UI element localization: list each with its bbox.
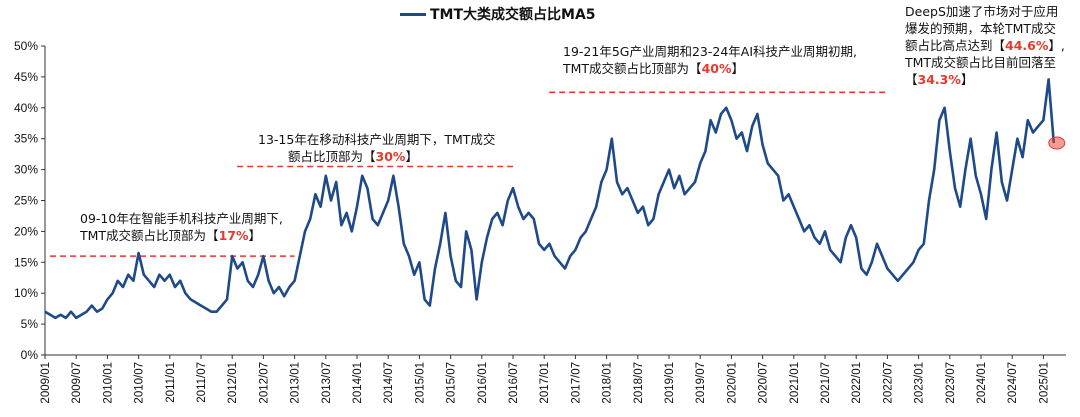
y-tick-label: 25% [14,194,38,208]
x-tick-label: 2017/07 [570,362,582,404]
annotation-value: 17% [218,228,249,243]
annotation-text: 】 [960,72,974,87]
annotation-line: 13-15年在移动科技产业周期下，TMT成交 [258,132,496,147]
x-tick-label: 2022/07 [882,362,894,404]
y-tick-label: 20% [14,224,38,238]
x-tick-label: 2013/07 [321,362,333,404]
annotation-2019: 19-21年5G产业周期和23-24年AI科技产业周期初期, TMT成交额占比顶… [563,43,857,77]
annotation-line: 19-21年5G产业周期和23-24年AI科技产业周期初期, [563,44,857,59]
annotation-value: 34.3% [917,72,961,87]
series-line [44,78,1056,320]
x-tick-label: 2015/01 [414,362,426,404]
x-tick-label: 2022/01 [851,362,863,404]
x-tick-label: 2023/07 [945,362,957,404]
annotation-line: 爆发的预期，本轮TMT成交 [905,21,1057,36]
x-tick-label: 2016/01 [477,362,489,404]
x-tick-label: 2012/01 [227,362,239,404]
x-tick-label: 2013/01 [290,362,302,404]
x-tick-label: 2020/01 [726,362,738,404]
x-tick-label: 2024/07 [1007,362,1019,404]
highlight-marker [1048,136,1066,150]
x-tick-label: 2024/01 [976,362,988,404]
annotation-line: TMT成交额占比目前回落至 [905,55,1057,70]
annotation-text: TMT成交额占比顶部为【 [563,61,702,76]
y-tick-label: 35% [14,132,38,146]
legend: TMT大类成交额占比MA5 [400,4,596,24]
y-tick-label: 5% [21,317,39,331]
annotation-line: DeepS加速了市场对于应用 [905,4,1059,19]
x-tick-label: 2011/07 [196,362,208,403]
x-tick-label: 2023/01 [914,362,926,404]
y-tick-label: 10% [14,286,38,300]
annotation-2009: 09-10年在智能手机科技产业周期下, TMT成交额占比顶部为【17%】 [80,210,283,244]
annotation-text: 额占比顶部为【 [288,149,376,164]
x-tick-label: 2021/01 [789,362,801,404]
x-tick-label: 2014/01 [352,362,364,404]
annotation-text: 】, [1048,38,1065,53]
annotation-line: 09-10年在智能手机科技产业周期下, [80,211,283,226]
x-tick-label: 2019/07 [695,362,707,404]
y-tick-label: 45% [14,70,38,84]
y-tick-label: 0% [21,348,39,362]
y-tick-label: 15% [14,255,38,269]
annotation-text: 【 [905,72,918,87]
x-tick-label: 2018/07 [633,362,645,404]
x-tick-label: 2014/07 [383,362,395,404]
annotation-text: TMT成交额占比顶部为【 [80,228,219,243]
annotation-value: 40% [701,61,732,76]
x-tick-label: 2016/07 [508,362,520,404]
x-tick-label: 2015/07 [446,362,458,404]
x-tick-label: 2012/07 [258,362,270,404]
x-tick-label: 2018/01 [602,362,614,404]
y-tick-label: 30% [14,163,38,177]
annotation-2013: 13-15年在移动科技产业周期下，TMT成交 额占比顶部为【30%】 [258,131,495,165]
x-tick-label: 2021/07 [820,362,832,404]
annotation-text: 】 [248,228,261,243]
annotation-text: 】 [405,149,418,164]
legend-label: TMT大类成交额占比MA5 [430,7,596,23]
annotation-2025: DeepS加速了市场对于应用 爆发的预期，本轮TMT成交 额占比高点达到【44.… [905,3,1065,88]
x-tick-label: 2009/01 [40,362,52,404]
annotation-value: 44.6% [1005,38,1049,53]
annotation-value: 30% [375,149,406,164]
x-tick-label: 2025/01 [1038,362,1050,404]
legend-swatch [400,12,426,16]
annotation-text: 额占比高点达到【 [905,38,1006,53]
annotation-text: 】 [731,61,744,76]
y-tick-label: 50% [14,39,38,53]
x-tick-label: 2009/07 [71,362,83,404]
x-tick-label: 2019/01 [664,362,676,404]
x-tick-label: 2011/01 [165,362,177,403]
x-tick-label: 2010/07 [134,362,146,404]
y-tick-label: 40% [14,101,38,115]
x-tick-label: 2010/01 [102,362,114,404]
x-tick-label: 2020/07 [758,362,770,404]
x-tick-label: 2017/01 [539,362,551,404]
